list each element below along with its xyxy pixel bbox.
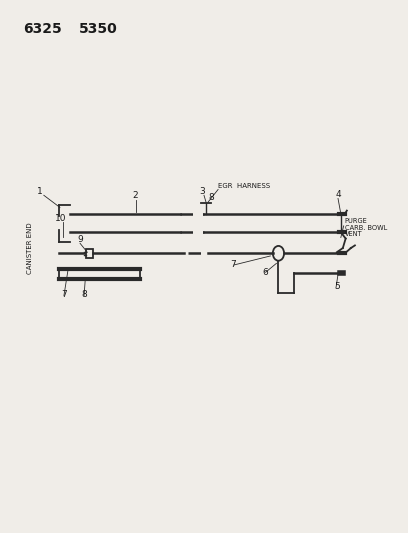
Text: 1: 1 [37,187,43,196]
Text: 10: 10 [55,214,67,223]
Text: PURGE: PURGE [345,217,368,224]
Text: 7: 7 [61,290,67,299]
Text: 3: 3 [199,187,205,196]
Text: 7: 7 [230,260,236,269]
Text: 2: 2 [133,191,138,200]
Text: 5350: 5350 [79,22,118,36]
Text: CANISTER END: CANISTER END [27,222,33,274]
Text: 8: 8 [208,192,214,201]
Text: 9: 9 [77,235,83,244]
Text: 4: 4 [336,190,341,199]
Text: CARB. BOWL: CARB. BOWL [345,224,387,231]
Text: 6325: 6325 [23,22,62,36]
Text: 8: 8 [81,290,87,299]
Text: VENT: VENT [345,231,362,237]
Text: 5: 5 [334,282,340,291]
Text: EGR  HARNESS: EGR HARNESS [218,183,270,189]
Text: 6: 6 [262,269,268,278]
